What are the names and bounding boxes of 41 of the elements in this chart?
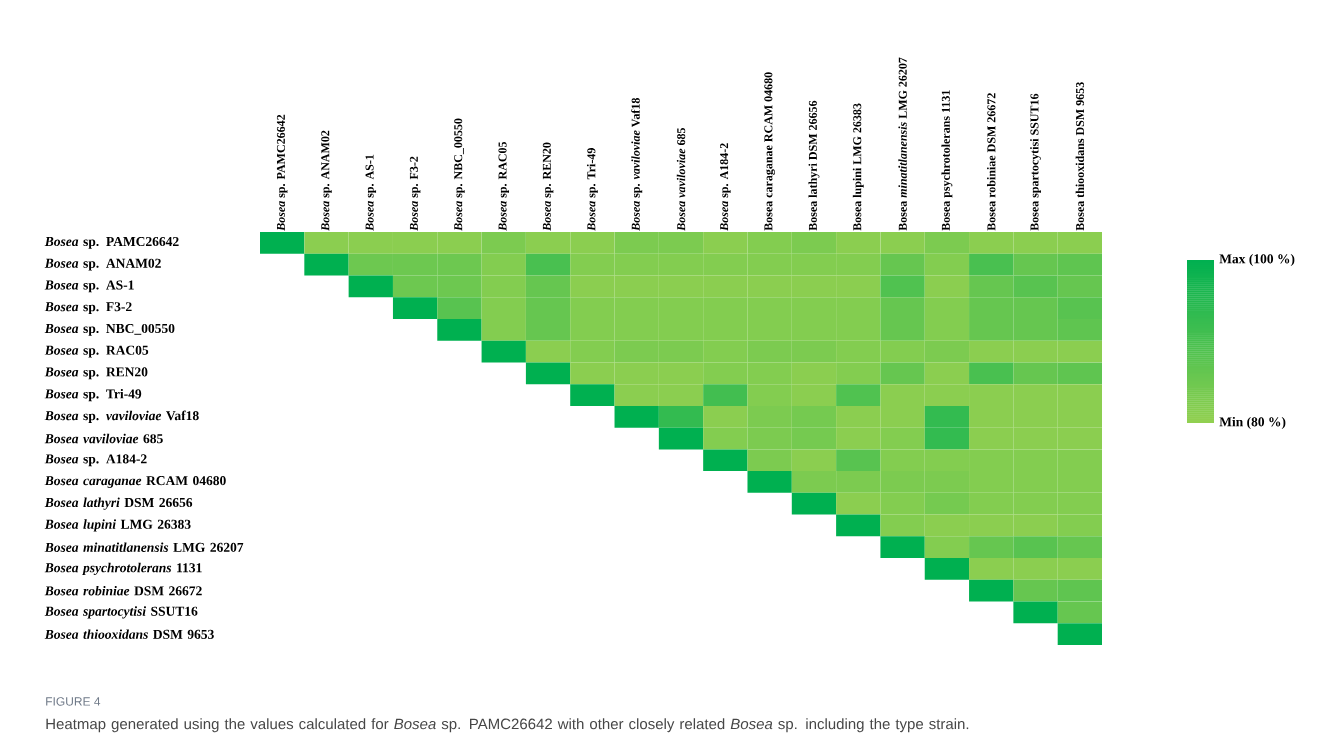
y-tick-label: Bosea minatitlanensis LMG 26207 — [44, 542, 244, 552]
color-bar-label: Min (80 %) — [1219, 416, 1286, 430]
text: Heatmap generated using the values calculated for Bosea sp. PAMC26642 with other closely related Bosea sp. including the type strain. — [46, 718, 969, 733]
x-tick-label: Bosea sp. NBC_00550 — [454, 118, 465, 231]
y-tick-label: Bosea sp. PAMC26642 — [44, 236, 179, 249]
x-tick-label: Bosea minatitlanensis LMG 26207 — [898, 57, 907, 231]
y-tick-label: Bosea sp. AS-1 — [44, 280, 134, 293]
x-tick-label: Bosea sp. REN20 — [542, 142, 554, 231]
y-tick-label: Bosea robiniae DSM 26672 — [44, 585, 202, 596]
color-bar-label: Max (100 %) — [1219, 253, 1295, 267]
x-tick-label: Bosea spartocytisi SSUT16 — [1030, 93, 1041, 231]
x-tick-label: Bosea thiooxidans DSM 9653 — [1075, 82, 1085, 231]
x-tick-label: Bosea sp. A184-2 — [720, 143, 731, 231]
y-tick-label: Bosea vaviloviae 685 — [44, 433, 163, 444]
y-tick-label: Bosea caraganae RCAM 04680 — [44, 476, 226, 488]
y-tick-label: Bosea sp. REN20 — [44, 367, 148, 380]
y-tick-label: Bosea sp. F3-2 — [44, 302, 132, 314]
caption: FIGURE 4 — [46, 697, 101, 706]
y-tick-label: Bosea thiooxidans DSM 9653 — [44, 629, 214, 639]
y-tick-label: Bosea psychrotolerans 1131 — [44, 562, 202, 576]
x-tick-label: Bosea caraganae RCAM 04680 — [764, 72, 775, 231]
x-tick-label: Bosea sp. AS-1 — [365, 154, 377, 231]
x-tick-label: Bosea sp. vaviloviae Vaf18 — [631, 97, 643, 231]
y-tick-label: Bosea sp. A184-2 — [44, 454, 147, 467]
y-tick-label: Bosea lathyri DSM 26656 — [44, 497, 193, 510]
y-tick-label: Bosea spartocytisi SSUT16 — [44, 606, 198, 619]
x-tick-label: Bosea sp. ANAM02 — [321, 130, 332, 231]
y-tick-label: Bosea lupini LMG 26383 — [44, 519, 191, 532]
x-tick-label: Bosea sp. F3-2 — [409, 156, 421, 231]
x-tick-label: Bosea sp. RAC05 — [498, 141, 510, 231]
x-tick-label: Bosea robiniae DSM 26672 — [987, 93, 996, 231]
x-tick-label: Bosea lathyri DSM 26656 — [808, 100, 820, 231]
x-tick-label: Bosea vaviloviae 685 — [676, 127, 686, 231]
x-tick-label: Bosea lupini LMG 26383 — [852, 103, 864, 231]
y-tick-label: Bosea sp. Tri-49 — [44, 388, 142, 402]
y-tick-label: Bosea sp. NBC_00550 — [44, 323, 175, 336]
y-tick-label: Bosea sp. ANAM02 — [44, 258, 161, 271]
x-tick-label: Bosea psychrotolerans 1131 — [941, 90, 953, 231]
y-tick-label: Bosea sp. RAC05 — [44, 345, 149, 358]
y-tick-label: Bosea sp. vaviloviae Vaf18 — [44, 410, 199, 423]
x-tick-label: Bosea sp. Tri-49 — [586, 148, 598, 231]
